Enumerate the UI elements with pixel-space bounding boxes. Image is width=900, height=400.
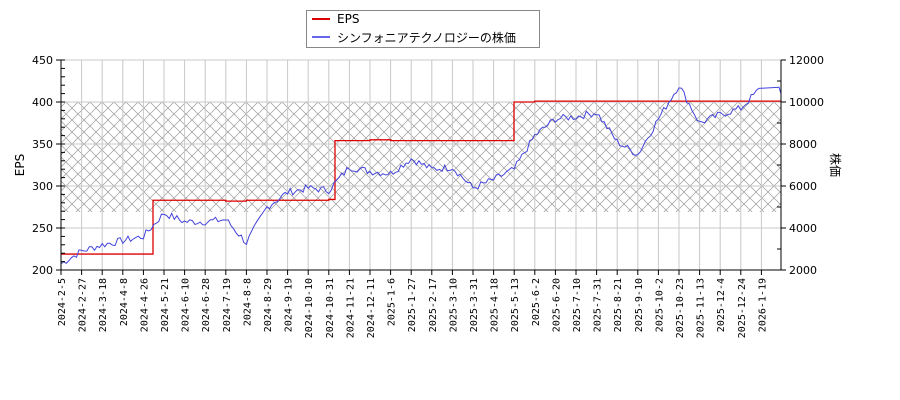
x-tick-label: 2025-11-13: [696, 278, 707, 338]
stock-price-line: [60, 86, 782, 265]
x-tick-label: 2025-1-27: [407, 278, 418, 332]
x-axis-ticks: 2024-2-5 2024-2-27 2024-3-18 2024-4-8 2024-4…: [57, 270, 768, 338]
left-tick-label: 400: [32, 96, 53, 109]
legend-box: [306, 10, 540, 48]
x-tick-label: 2024-2-27: [78, 278, 89, 332]
right-axis-title: 株価: [828, 153, 843, 177]
x-tick-label: 2025-6-2: [531, 278, 542, 326]
x-tick-label: 2025-2-17: [428, 278, 439, 332]
x-tick-label: 2024-7-19: [222, 278, 233, 332]
left-tick-label: 200: [32, 264, 53, 277]
x-tick-label: 2025-1-6: [387, 278, 398, 326]
x-tick-label: 2025-10-2: [654, 278, 665, 332]
right-tick-label: 10000: [789, 96, 824, 109]
x-tick-label: 2025-9-10: [634, 278, 645, 332]
x-tick-label: 2024-6-10: [181, 278, 192, 332]
x-tick-label: 2025-5-13: [510, 278, 521, 332]
x-tick-label: 2025-12-4: [716, 278, 727, 332]
x-tick-label: 2024-4-8: [119, 278, 130, 326]
x-tick-label: 2024-8-8: [242, 278, 253, 326]
x-tick-label: 2024-9-19: [284, 278, 295, 332]
x-tick-label: 2024-11-21: [345, 278, 356, 338]
x-tick-label: 2025-4-18: [490, 278, 501, 332]
x-tick-label: 2025-7-10: [572, 278, 583, 332]
right-tick-label: 8000: [789, 138, 817, 151]
x-tick-label: 2025-6-20: [551, 278, 562, 332]
right-tick-label: 12000: [789, 54, 824, 67]
left-tick-label: 300: [32, 180, 53, 193]
x-tick-label: 2024-4-26: [139, 278, 150, 332]
shaded-range-band: [61, 102, 781, 212]
left-axis-title: EPS: [13, 154, 27, 176]
x-tick-label: 2025-8-21: [613, 278, 624, 332]
eps-line: [61, 100, 781, 255]
x-tick-label: 2025-7-31: [593, 278, 604, 332]
x-tick-label: 2024-3-18: [98, 278, 109, 332]
left-axis-ticks: 200 250 300 350 400 450: [32, 54, 65, 277]
left-tick-label: 350: [32, 138, 53, 151]
right-axis-ticks: 2000 4000 6000 8000 10000 12000: [777, 54, 824, 277]
x-tick-label: 2026-1-19: [757, 278, 768, 332]
left-tick-label: 250: [32, 222, 53, 235]
x-tick-label: 2024-12-11: [366, 278, 377, 338]
legend-eps-label: EPS: [337, 12, 359, 26]
legend-price-label: シンフォニアテクノロジーの株価: [337, 30, 516, 45]
left-tick-label: 450: [32, 54, 53, 67]
right-tick-label: 4000: [789, 222, 817, 235]
x-tick-label: 2025-3-31: [469, 278, 480, 332]
x-tick-label: 2024-8-29: [263, 278, 274, 332]
x-tick-label: 2025-3-10: [448, 278, 459, 332]
legend: EPS シンフォニアテクノロジーの株価: [306, 10, 540, 48]
x-tick-label: 2024-10-31: [325, 278, 336, 338]
right-tick-label: 6000: [789, 180, 817, 193]
right-tick-label: 2000: [789, 264, 817, 277]
x-tick-label: 2025-12-24: [737, 278, 748, 338]
x-tick-label: 2025-10-23: [675, 278, 686, 338]
x-tick-label: 2024-6-28: [201, 278, 212, 332]
x-tick-label: 2024-2-5: [57, 278, 68, 326]
x-tick-label: 2024-10-10: [304, 278, 315, 338]
x-tick-label: 2024-5-21: [160, 278, 171, 332]
